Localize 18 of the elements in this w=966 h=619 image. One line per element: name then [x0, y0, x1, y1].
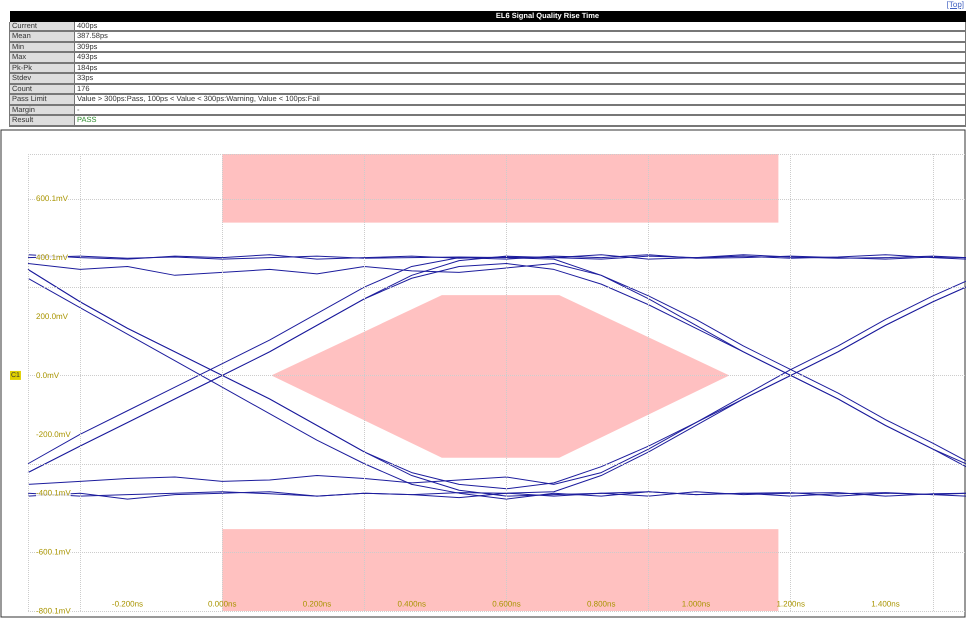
y-tick-label: -600.1mV: [36, 548, 72, 557]
text: [Top]: [946, 0, 964, 9]
y-tick-label: 200.0mV: [36, 312, 69, 322]
y-tick-label: -400.1mV: [36, 488, 72, 498]
x-tick-label: 0.600ns: [492, 600, 521, 608]
x-tick-label: 1.400ns: [871, 600, 900, 608]
y-tick-label: 400.1mV: [36, 253, 69, 262]
x-tick-label: 1.000ns: [682, 600, 710, 608]
y-tick-label: -800.1mV: [36, 606, 72, 616]
x-tick-label: 0.000ns: [208, 600, 236, 608]
y-tick-label: -200.0mV: [36, 430, 72, 439]
y-tick-label: 600.1mV: [36, 194, 69, 204]
y-tick-label: 0.0mV: [36, 370, 60, 380]
x-tick-label: -0.200ns: [112, 600, 144, 608]
x-tick-label: 0.400ns: [397, 600, 426, 608]
x-tick-label: 0.200ns: [302, 600, 332, 608]
x-tick-label: 1.200ns: [776, 600, 805, 608]
x-tick-label: 0.800ns: [586, 600, 616, 608]
